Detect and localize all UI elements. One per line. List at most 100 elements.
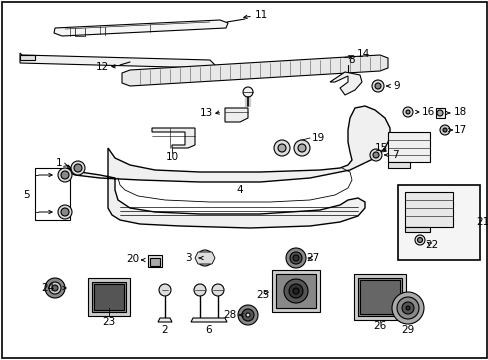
- Circle shape: [405, 110, 409, 114]
- Polygon shape: [435, 108, 444, 118]
- Circle shape: [61, 171, 69, 179]
- Bar: [94, 284, 124, 310]
- Circle shape: [197, 250, 213, 266]
- Circle shape: [442, 128, 446, 132]
- Circle shape: [396, 297, 418, 319]
- Polygon shape: [54, 20, 227, 36]
- Text: 1: 1: [56, 158, 62, 168]
- Circle shape: [61, 208, 69, 216]
- Circle shape: [371, 80, 383, 92]
- Text: 16: 16: [421, 107, 434, 117]
- Text: 23: 23: [102, 317, 115, 327]
- Bar: [88, 278, 130, 316]
- Circle shape: [159, 284, 171, 296]
- Polygon shape: [152, 128, 195, 148]
- Polygon shape: [329, 72, 361, 95]
- Text: 18: 18: [452, 107, 466, 117]
- Circle shape: [405, 306, 409, 310]
- Circle shape: [288, 284, 303, 298]
- Circle shape: [401, 302, 413, 314]
- Circle shape: [292, 288, 298, 294]
- Circle shape: [439, 125, 449, 135]
- Text: 11: 11: [254, 10, 267, 20]
- Polygon shape: [191, 318, 226, 322]
- Circle shape: [74, 164, 82, 172]
- Bar: [271, 270, 319, 312]
- Circle shape: [45, 278, 65, 298]
- Text: 6: 6: [205, 325, 212, 335]
- Bar: [150, 258, 160, 266]
- Bar: [397, 185, 479, 260]
- Circle shape: [52, 285, 58, 291]
- Circle shape: [417, 238, 422, 243]
- Bar: [353, 274, 405, 320]
- Text: 7: 7: [391, 150, 398, 160]
- Circle shape: [369, 149, 381, 161]
- Circle shape: [414, 235, 424, 245]
- Circle shape: [278, 144, 285, 152]
- Text: 3: 3: [184, 253, 191, 263]
- Text: 14: 14: [356, 49, 369, 59]
- Text: 12: 12: [95, 62, 108, 72]
- Text: 24: 24: [41, 283, 55, 293]
- Text: 29: 29: [401, 325, 414, 335]
- Circle shape: [243, 87, 252, 97]
- Circle shape: [436, 110, 442, 116]
- Polygon shape: [68, 106, 389, 228]
- Text: 22: 22: [425, 240, 438, 250]
- Polygon shape: [158, 318, 172, 322]
- Circle shape: [58, 168, 72, 182]
- Bar: [92, 282, 126, 312]
- Circle shape: [391, 292, 423, 324]
- Circle shape: [293, 140, 309, 156]
- Circle shape: [374, 83, 380, 89]
- Polygon shape: [404, 227, 429, 232]
- Polygon shape: [20, 53, 215, 68]
- Bar: [357, 278, 401, 316]
- Text: 21: 21: [475, 217, 488, 227]
- Circle shape: [242, 309, 253, 321]
- Text: 28: 28: [223, 310, 236, 320]
- Polygon shape: [20, 55, 35, 60]
- Circle shape: [402, 107, 412, 117]
- Text: 20: 20: [126, 254, 139, 264]
- Text: 25: 25: [256, 290, 269, 300]
- Circle shape: [201, 254, 208, 262]
- Polygon shape: [224, 108, 247, 122]
- Text: 19: 19: [311, 133, 324, 143]
- Bar: [387, 132, 429, 162]
- Text: 2: 2: [162, 325, 168, 335]
- Text: 8: 8: [348, 55, 355, 65]
- Text: 27: 27: [306, 253, 319, 263]
- Text: 13: 13: [199, 108, 212, 118]
- Circle shape: [289, 252, 302, 264]
- Bar: [404, 192, 452, 227]
- Bar: [148, 255, 162, 267]
- Circle shape: [284, 279, 307, 303]
- Circle shape: [273, 140, 289, 156]
- Circle shape: [292, 255, 298, 261]
- Polygon shape: [387, 162, 409, 168]
- Circle shape: [58, 205, 72, 219]
- Polygon shape: [122, 55, 387, 86]
- Circle shape: [372, 152, 378, 158]
- Text: 15: 15: [374, 143, 387, 153]
- Bar: [275, 274, 315, 308]
- Text: 5: 5: [22, 190, 29, 200]
- Circle shape: [194, 284, 205, 296]
- Circle shape: [245, 313, 249, 317]
- Text: 26: 26: [373, 321, 386, 331]
- Circle shape: [49, 282, 61, 294]
- Circle shape: [71, 161, 85, 175]
- Text: 9: 9: [393, 81, 400, 91]
- Text: 10: 10: [165, 152, 178, 162]
- Circle shape: [285, 248, 305, 268]
- Bar: [35, 168, 70, 220]
- Circle shape: [212, 284, 224, 296]
- Polygon shape: [195, 252, 215, 264]
- Bar: [359, 280, 399, 314]
- Circle shape: [297, 144, 305, 152]
- Text: 17: 17: [452, 125, 466, 135]
- Circle shape: [238, 305, 258, 325]
- Text: 4: 4: [236, 185, 243, 195]
